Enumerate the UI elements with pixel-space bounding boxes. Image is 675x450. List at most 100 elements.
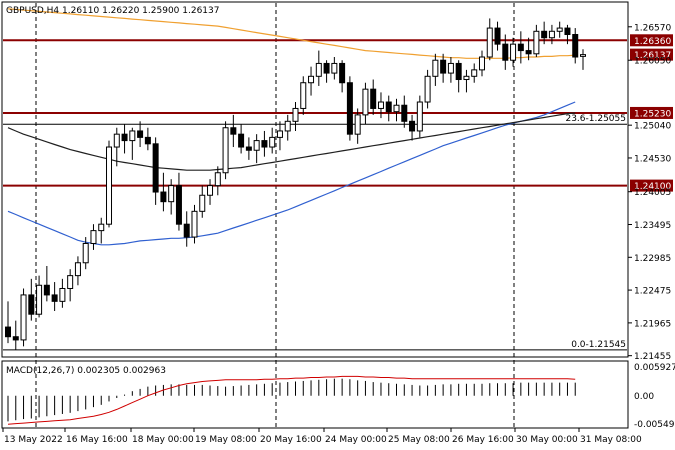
time-tick-label: 24 May 00:00: [325, 435, 387, 445]
horizontal-levels: [3, 39, 627, 351]
candle-body: [59, 287, 66, 302]
price-tag: [630, 179, 673, 192]
time-tick-label: 19 May 08:00: [195, 435, 257, 445]
candle-body: [106, 146, 113, 225]
candle-body: [238, 133, 245, 148]
candle-body: [580, 54, 586, 57]
candle-body: [315, 62, 322, 77]
candle-body: [137, 130, 144, 138]
candle-body: [152, 143, 159, 193]
price-tick-label: 1.24005: [634, 188, 671, 198]
symbol-info: GBPUSD,H4 1.26110 1.26220 1.25900 1.2613…: [6, 6, 219, 16]
candle-body: [572, 34, 579, 58]
candle-body: [74, 262, 81, 277]
price-tag: [630, 48, 673, 61]
candle-body: [548, 30, 555, 39]
candle-body: [90, 230, 97, 244]
candle-body: [409, 120, 416, 132]
candle-body: [98, 223, 105, 232]
time-tick-label: 16 May 16:00: [66, 435, 128, 445]
macd-tick-label: 0.005927: [634, 363, 675, 373]
candle-body: [354, 114, 361, 135]
moving-average-line-2: [7, 112, 576, 171]
candle-body: [377, 101, 384, 109]
candle-body: [20, 294, 27, 341]
candle-body: [478, 56, 485, 71]
price-tick-label: 1.21455: [634, 352, 671, 362]
candle-body: [362, 88, 369, 116]
candle-body: [253, 140, 260, 151]
candle-body: [222, 127, 229, 174]
candle-body: [12, 336, 19, 341]
candle-body: [510, 43, 517, 61]
candle-body: [276, 130, 283, 138]
candle-body: [339, 62, 346, 84]
price-tick-label: 1.22475: [634, 287, 671, 297]
price-tick-label: 1.21965: [634, 319, 671, 329]
candle-body: [346, 82, 353, 135]
fib-label-1: 0.0-1.21545: [571, 340, 626, 350]
candle-body: [416, 101, 423, 132]
candle-body: [486, 27, 493, 58]
candle-body: [284, 120, 291, 132]
time-tick-label: 20 May 16:00: [260, 435, 322, 445]
candle-body: [144, 136, 151, 145]
candle-body: [36, 284, 43, 315]
candle-body: [308, 75, 315, 84]
moving-average-line-1: [7, 101, 576, 246]
price-tick-label: 1.26050: [634, 57, 671, 67]
candle-body: [424, 75, 431, 103]
candle-body: [533, 30, 540, 55]
price-tag-label: 1.24100: [634, 182, 671, 192]
candle-body: [331, 62, 338, 74]
candle-body: [517, 43, 524, 52]
candle-body: [385, 101, 392, 113]
candle-body: [556, 27, 563, 32]
candle-body: [401, 104, 408, 122]
candle-body: [323, 62, 330, 74]
candle-body: [207, 185, 214, 196]
candle-body: [160, 191, 167, 203]
candle-body: [175, 185, 182, 225]
price-tick-label: 1.26570: [634, 23, 671, 33]
candle-body: [463, 75, 470, 81]
candle-body: [300, 82, 307, 109]
candle-body: [82, 242, 89, 264]
candle-body: [113, 133, 120, 148]
candle-body: [230, 127, 237, 135]
price-tag: [630, 106, 673, 119]
candle-body: [261, 140, 268, 148]
candle-body: [43, 284, 50, 296]
candlesticks: [5, 18, 586, 350]
candle-body: [471, 69, 478, 77]
fib-label-0: 23.6-1.25055: [565, 114, 626, 124]
price-tag-label: 1.26360: [634, 37, 671, 47]
candle-body: [5, 326, 11, 338]
time-tick-label: 31 May 08:00: [580, 435, 642, 445]
candle-body: [183, 223, 190, 238]
candle-body: [432, 59, 439, 77]
macd-info: MACD(12,26,7) 0.002305 0.002963: [6, 366, 166, 376]
candle-body: [191, 210, 198, 238]
price-tag-label: 1.25230: [634, 109, 671, 119]
macd-signal-line: [7, 375, 576, 425]
candle-body: [564, 27, 571, 36]
period-separators: [35, 3, 515, 427]
macd-tick-label: 0.00: [634, 392, 654, 402]
main-plot-frame: [1, 1, 629, 358]
price-tick-label: 1.24530: [634, 154, 671, 164]
macd-histogram: [7, 375, 576, 425]
time-tick-label: 25 May 08:00: [388, 435, 450, 445]
candle-body: [440, 59, 447, 74]
price-tick-label: 1.23495: [634, 221, 671, 231]
price-tick-label: 1.25040: [634, 122, 671, 132]
time-tick-label: 13 May 2022: [4, 435, 63, 445]
candle-body: [393, 104, 400, 113]
macd-plot-frame: [1, 360, 629, 429]
time-tick-label: 26 May 16:00: [452, 435, 514, 445]
candle-body: [269, 136, 276, 148]
price-tag: [630, 34, 673, 47]
time-tick-label: 30 May 00:00: [516, 435, 578, 445]
